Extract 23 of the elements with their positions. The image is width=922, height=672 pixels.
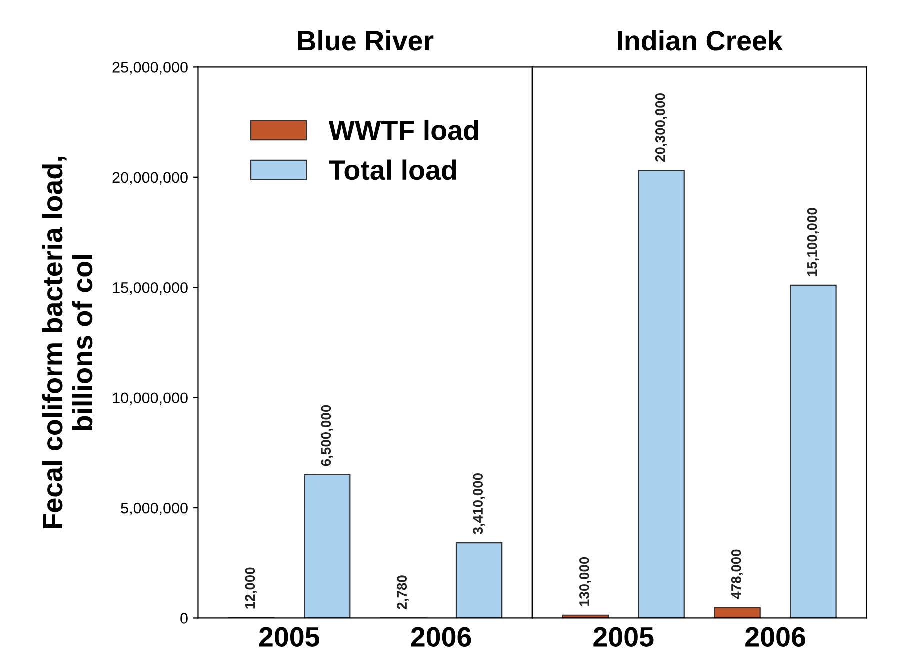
legend-label: WWTF load [328, 120, 478, 140]
chart-title: Blue River [298, 30, 434, 51]
text: 6,500,000 [321, 405, 334, 466]
y-tick-label: 5,000,000 [121, 502, 188, 516]
text: 3,410,000 [473, 474, 486, 534]
y-tick-label: 15,000,000 [113, 282, 188, 296]
text: 478,000 [731, 550, 744, 600]
y-tick-label: 25,000,000 [112, 62, 188, 75]
text: 2,780 [397, 576, 410, 610]
y-axis-title: Fecal coliform bacteria load, billions of col [42, 157, 93, 528]
text: 15,100,000 [807, 208, 820, 276]
x-tick-label: 2006 [411, 627, 472, 647]
text: 130,000 [580, 557, 592, 606]
x-tick-label: 2005 [594, 627, 654, 647]
text: 12,000 [245, 568, 258, 609]
chart-title: Indian Creek [618, 30, 783, 51]
y-tick-label: 20,000,000 [112, 172, 188, 185]
y-tick-label: 0 [180, 613, 188, 624]
legend-label: Total load [329, 160, 456, 180]
x-tick-label: 2006 [746, 627, 806, 647]
x-tick-label: 2005 [259, 627, 320, 647]
y-tick-label: 10,000,000 [113, 392, 188, 406]
text: 20,300,000 [655, 94, 668, 162]
